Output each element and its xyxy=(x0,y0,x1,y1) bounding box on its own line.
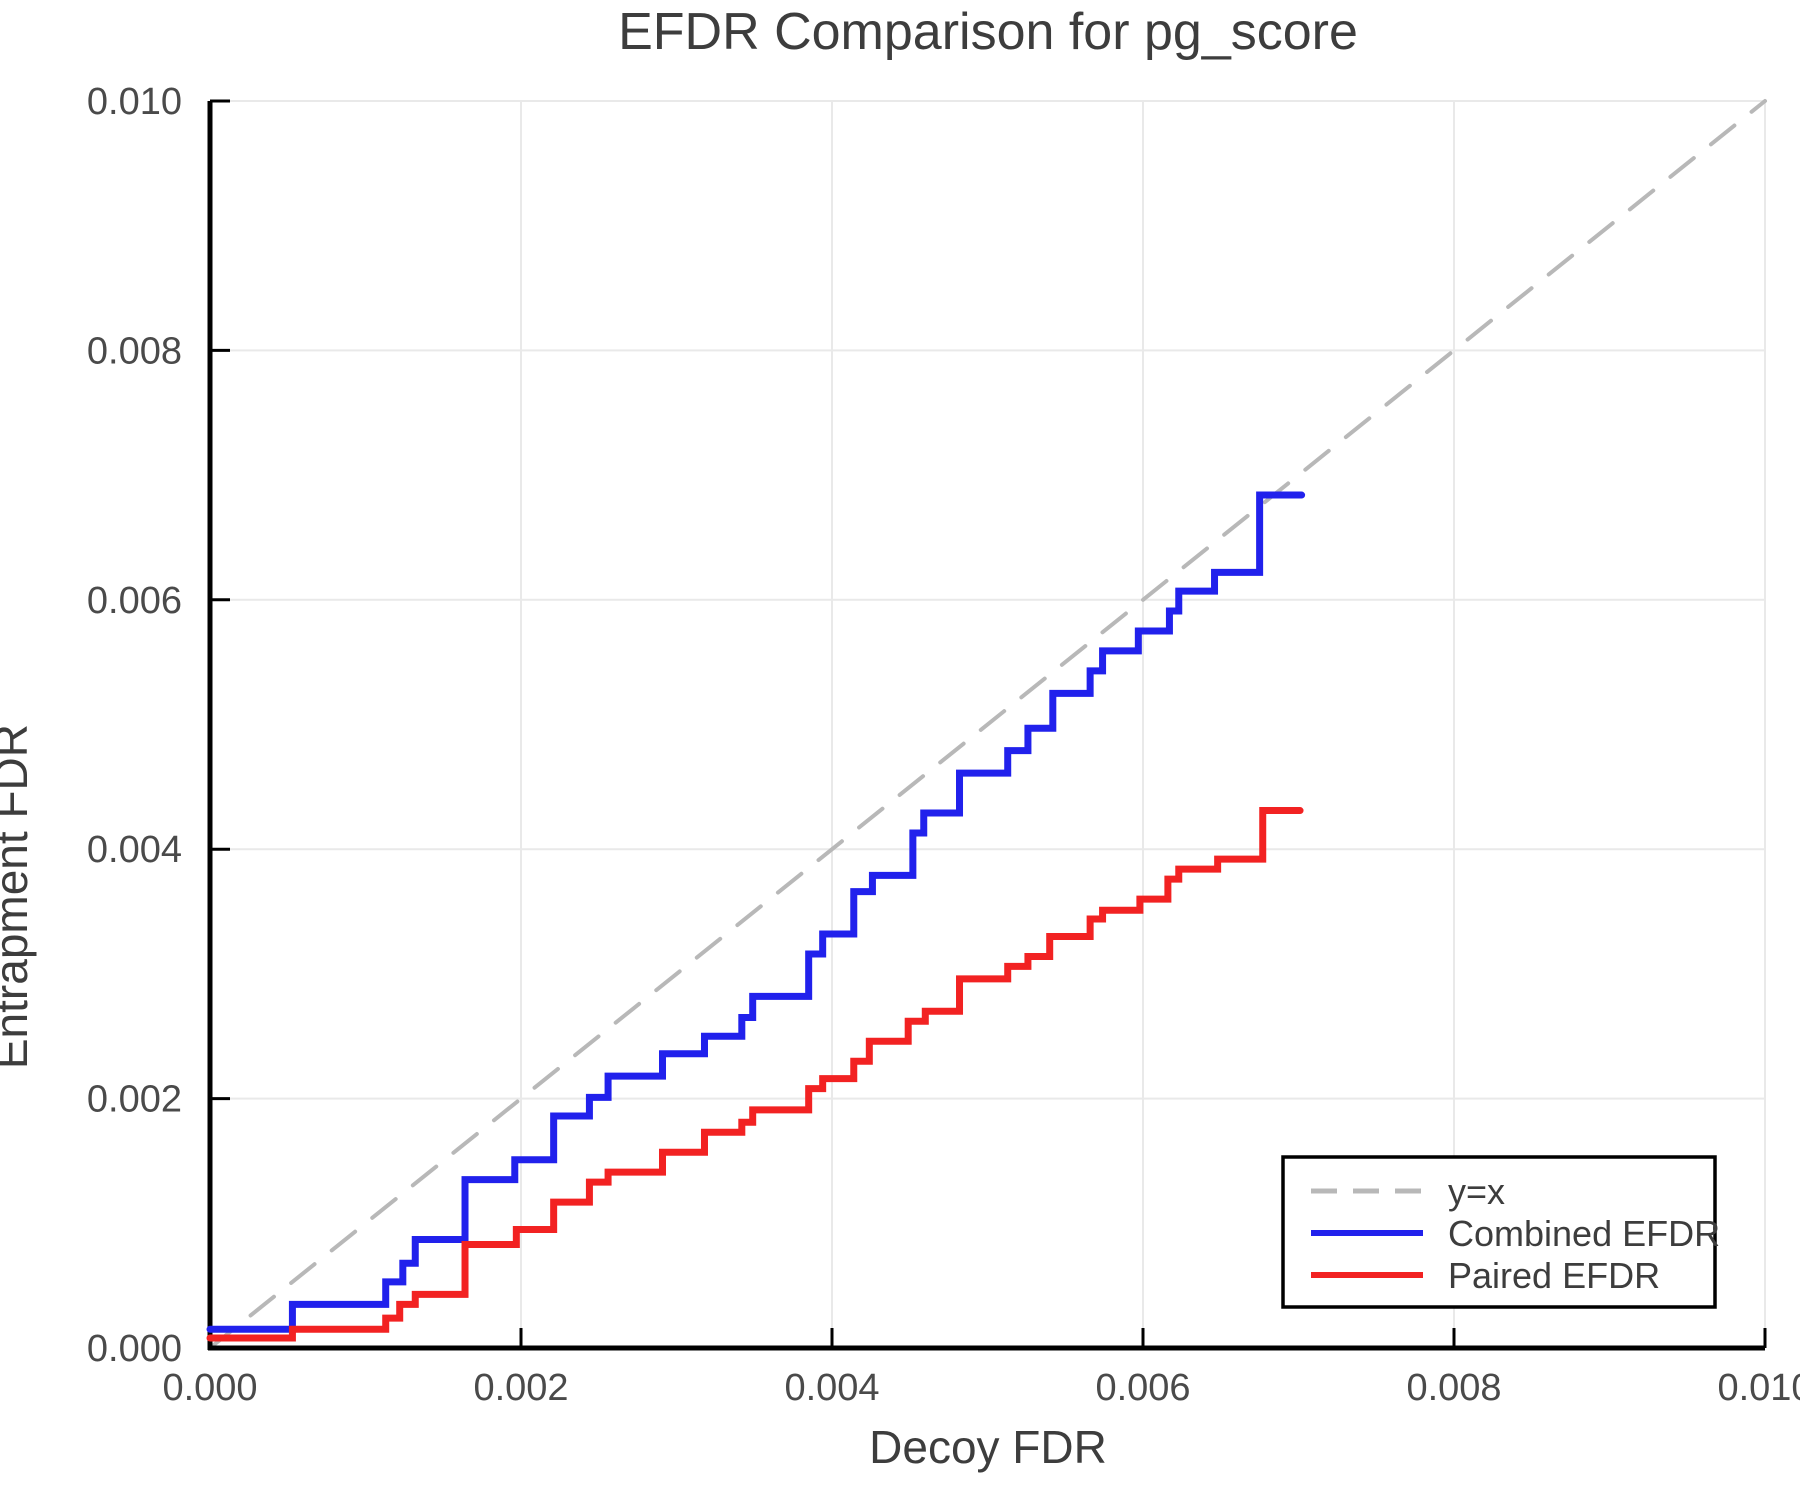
y-tick-label: 0.000 xyxy=(87,1328,182,1370)
grid-layer xyxy=(210,100,1766,1348)
x-tick-label: 0.004 xyxy=(784,1367,879,1409)
series-line-paired-efdr xyxy=(206,807,1304,1342)
y-tick-label: 0.004 xyxy=(87,829,182,871)
y-tick-label: 0.010 xyxy=(87,81,182,123)
y-tick-label: 0.008 xyxy=(87,330,182,372)
series-line-y-x xyxy=(208,99,1767,1350)
series-line-combined-efdr xyxy=(206,491,1306,1333)
legend-label: Combined EFDR xyxy=(1448,1213,1720,1254)
x-tick-label: 0.008 xyxy=(1406,1367,1501,1409)
axes-layer: 0.000 0.002 0.004 0.006 0.008 0.010 0.000 0.002… xyxy=(87,81,1800,1409)
x-tick-label: 0.010 xyxy=(1717,1367,1800,1409)
x-axis-label: Decoy FDR xyxy=(869,1421,1107,1473)
legend-label: y=x xyxy=(1448,1171,1505,1212)
y-tick-label: 0.002 xyxy=(87,1079,182,1121)
reference-line-layer xyxy=(208,99,1767,1350)
legend-box xyxy=(1281,1155,1717,1309)
y-tick-label: 0.006 xyxy=(87,580,182,622)
x-tick-label: 0.000 xyxy=(162,1367,257,1409)
legend-label: Paired EFDR xyxy=(1448,1255,1660,1296)
series-layer xyxy=(206,491,1306,1342)
x-tick-label: 0.002 xyxy=(473,1367,568,1409)
chart-title: EFDR Comparison for pg_score xyxy=(618,3,1358,61)
y-axis-label: Entrapment FDR xyxy=(0,724,37,1070)
x-tick-label: 0.006 xyxy=(1095,1367,1190,1409)
